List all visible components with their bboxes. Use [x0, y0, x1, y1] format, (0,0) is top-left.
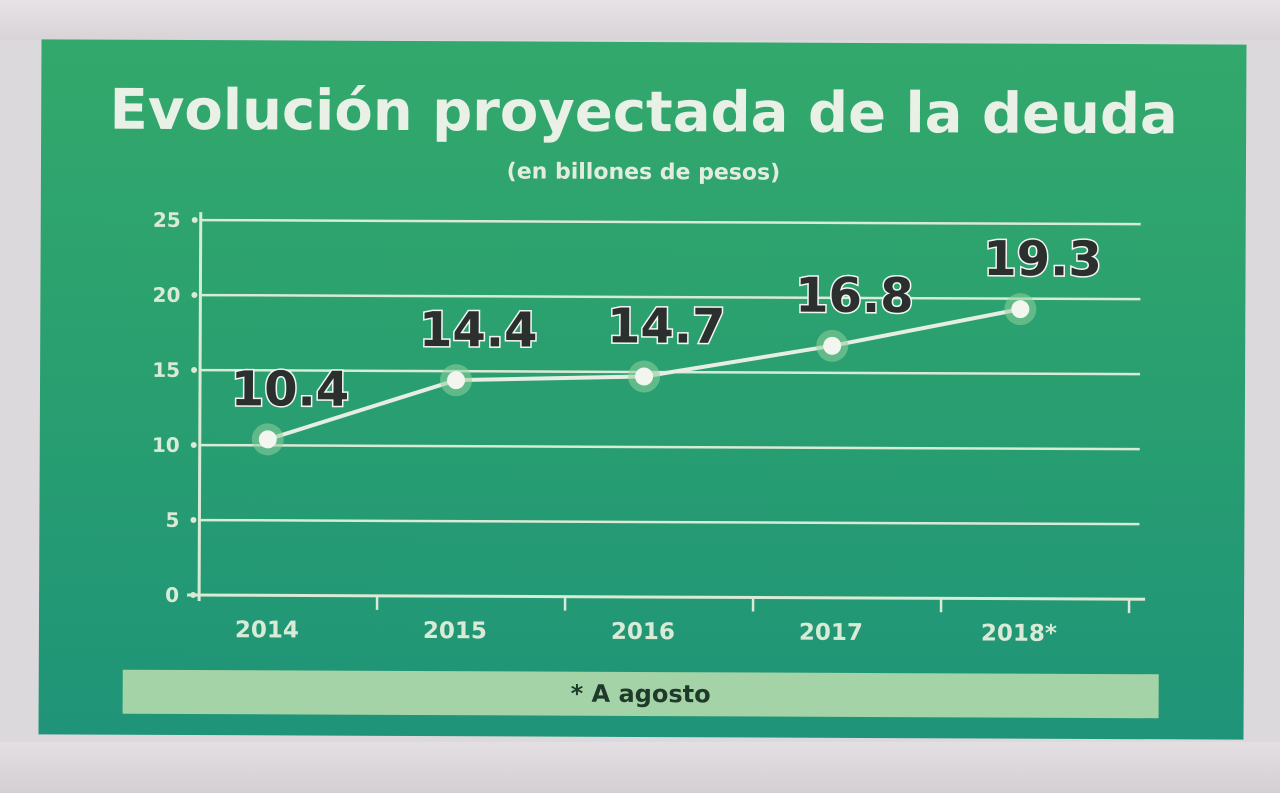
y-tick-label: 5 [165, 508, 179, 532]
gridline [199, 518, 1140, 526]
data-label: 14.4 [419, 302, 538, 359]
y-tick-label: 15 [152, 358, 180, 382]
y-tick-label: 10 [152, 433, 180, 457]
data-label: 14.7 [607, 298, 726, 355]
y-tick-mark [191, 217, 198, 224]
data-label: 19.3 [983, 231, 1102, 288]
data-label: 16.8 [795, 268, 914, 325]
y-tick-mark [190, 517, 197, 524]
newspaper-background-top [0, 0, 1280, 40]
x-axis-line [187, 593, 1146, 601]
data-point [258, 430, 277, 449]
newspaper-background-bottom [0, 742, 1280, 793]
gridline [199, 443, 1140, 451]
data-point [635, 367, 654, 386]
y-axis-line [197, 212, 203, 602]
x-tick-label: 2018* [981, 620, 1057, 646]
footnote-bar: * A agosto [122, 669, 1159, 719]
y-tick-mark [190, 442, 197, 449]
x-tick-label: 2015 [423, 618, 487, 644]
data-label: 10.4 [231, 361, 350, 418]
x-tick-label: 2017 [799, 620, 863, 646]
x-tick-label: 2016 [611, 619, 675, 645]
y-tick-mark [191, 292, 198, 299]
y-tick-label: 25 [153, 208, 181, 232]
data-point [1011, 300, 1030, 319]
y-tick-label: 0 [165, 583, 179, 607]
x-tick-label: 2014 [235, 617, 299, 643]
y-tick-label: 20 [153, 283, 181, 307]
chart-panel: Evolución proyectada de la deuda (en bil… [38, 39, 1247, 740]
gridline [200, 293, 1141, 301]
data-point [447, 371, 466, 390]
gridline [200, 218, 1141, 226]
footnote-text: * A agosto [570, 679, 711, 709]
data-point [823, 336, 842, 355]
y-tick-mark [191, 367, 198, 374]
